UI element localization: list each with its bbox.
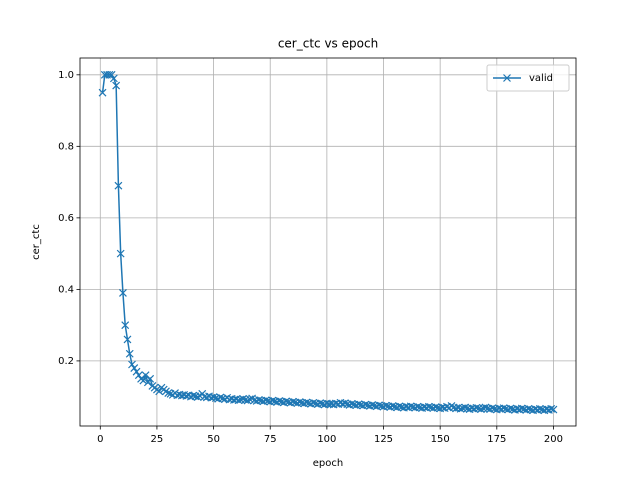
marker [288, 397, 297, 406]
marker [98, 88, 107, 97]
x-tick-label: 200 [544, 434, 563, 445]
y-tick-label: 0.6 [58, 213, 74, 224]
marker [193, 393, 202, 401]
plot-frame [79, 57, 577, 427]
marker [549, 405, 558, 414]
marker [189, 391, 198, 400]
marker [254, 395, 263, 404]
marker [128, 360, 136, 369]
marker [155, 387, 164, 396]
x-tick-label: 100 [317, 434, 336, 445]
marker [114, 181, 123, 190]
y-axis-label: cer_ctc [31, 224, 42, 260]
marker [481, 403, 490, 412]
marker [524, 404, 533, 413]
marker [499, 404, 508, 413]
x-tick-label: 0 [97, 434, 103, 445]
marker [302, 398, 311, 407]
legend-marker [503, 74, 511, 82]
x-tick-label: 125 [374, 434, 393, 445]
marker [268, 396, 277, 405]
marker [282, 397, 291, 406]
y-tick-label: 0.4 [58, 284, 74, 295]
legend-box [486, 64, 570, 92]
marker [361, 400, 370, 409]
marker [547, 404, 556, 413]
y-tick-label: 0.2 [58, 356, 74, 367]
x-tick-label: 150 [431, 434, 450, 445]
marker [239, 394, 247, 403]
marker [105, 70, 114, 79]
marker [388, 402, 397, 410]
marker [341, 399, 349, 408]
marker [130, 364, 139, 372]
marker [375, 401, 383, 410]
x-tick-label: 50 [207, 434, 220, 445]
marker [119, 289, 127, 297]
marker [146, 374, 155, 383]
marker [535, 404, 544, 413]
marker [295, 398, 304, 406]
marker [141, 371, 150, 380]
marker [431, 403, 440, 411]
marker [506, 404, 515, 413]
marker [261, 396, 270, 405]
x-tick-label: 25 [151, 434, 164, 445]
marker [216, 393, 225, 402]
marker [132, 367, 141, 376]
marker [121, 321, 130, 330]
legend-label: valid [529, 73, 553, 84]
marker [456, 404, 465, 413]
marker [139, 376, 148, 385]
x-tick-label: 175 [487, 434, 506, 445]
x-axis-label: epoch [313, 458, 343, 469]
marker [381, 401, 390, 410]
marker [413, 402, 422, 411]
marker [112, 81, 121, 90]
marker [107, 70, 116, 79]
y-tick-label: 1.0 [58, 70, 74, 81]
chart-title: cer_ctc vs epoch [278, 37, 378, 51]
marker [275, 397, 284, 405]
marker [395, 402, 404, 411]
marker [123, 335, 132, 344]
marker [368, 400, 377, 409]
marker [209, 393, 218, 401]
marker [309, 398, 318, 407]
marker [517, 404, 526, 413]
marker [472, 403, 481, 412]
marker [125, 349, 134, 358]
marker [164, 389, 173, 398]
marker [116, 249, 125, 258]
marker [245, 395, 254, 404]
marker [461, 403, 470, 412]
x-tick-label: 75 [264, 434, 277, 445]
marker [109, 74, 118, 83]
marker [354, 400, 363, 409]
marker [143, 378, 152, 387]
marker [406, 402, 415, 411]
marker [424, 402, 433, 411]
marker [347, 399, 356, 408]
marker [488, 404, 497, 413]
marker [477, 405, 485, 414]
marker [234, 396, 243, 405]
y-tick-label: 0.8 [58, 141, 74, 152]
marker [316, 399, 324, 408]
